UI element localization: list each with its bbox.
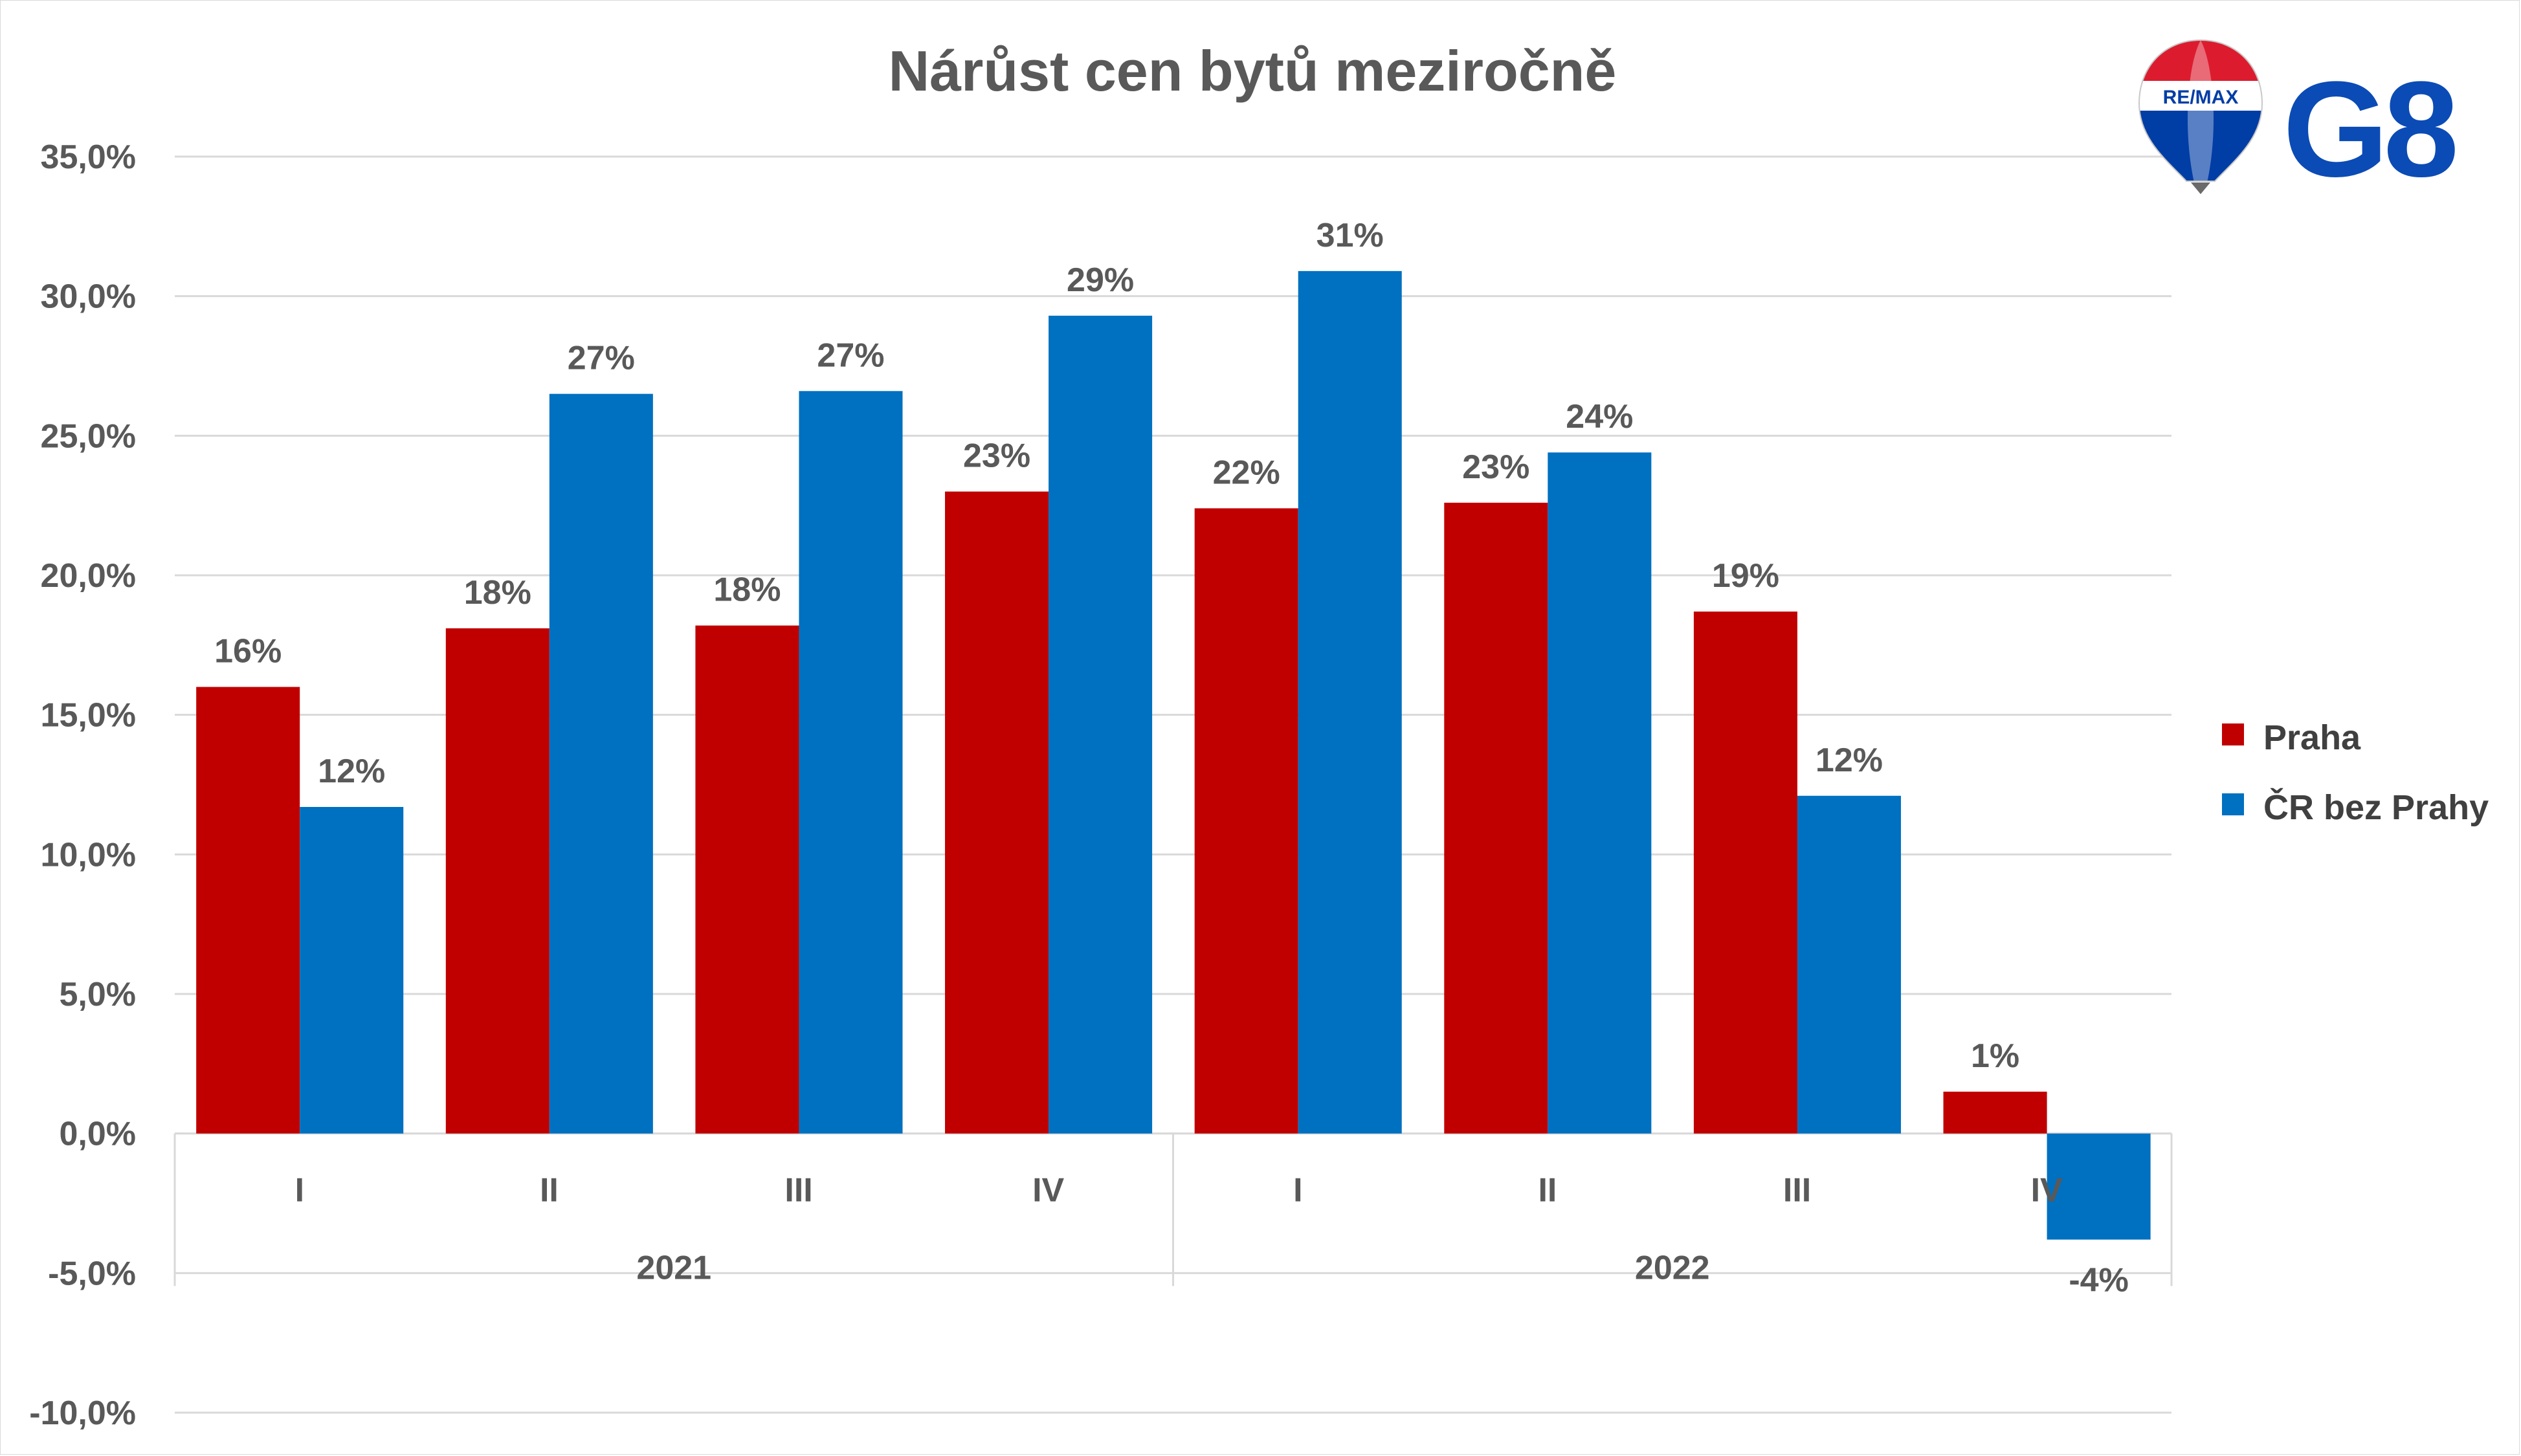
x-category-label: IV (1032, 1172, 1064, 1209)
remax-balloon-logo: RE/MAX (2138, 39, 2263, 194)
bar-cr-bez-prahy (2047, 1133, 2151, 1240)
data-label-praha: 18% (464, 574, 531, 612)
bar-praha (1444, 502, 1548, 1134)
legend-label-praha: Praha (2263, 718, 2361, 757)
data-label-cr-bez-prahy: -4% (2069, 1262, 2128, 1299)
bar-cr-bez-prahy (300, 807, 404, 1134)
data-label-cr-bez-prahy: 12% (1816, 742, 1883, 779)
y-tick-label: 20,0% (41, 557, 136, 595)
y-tick-label: 35,0% (41, 138, 136, 176)
x-category-label: I (295, 1172, 304, 1209)
data-label-praha: 22% (1213, 454, 1280, 491)
legend: Praha ČR bez Prahy (2222, 718, 2489, 827)
data-label-praha: 23% (963, 437, 1030, 475)
y-tick-label: 30,0% (41, 278, 136, 316)
y-tick-label: 10,0% (41, 836, 136, 874)
x-category-label: II (1538, 1172, 1557, 1209)
bar-praha (1693, 612, 1797, 1134)
axis-lines (173, 1132, 2173, 1286)
legend-label-cr-bez-prahy: ČR bez Prahy (2263, 788, 2489, 827)
bar-cr-bez-prahy (799, 391, 903, 1134)
data-label-praha: 23% (1462, 448, 1529, 486)
y-tick-label: -10,0% (29, 1395, 136, 1432)
x-category-label: II (540, 1172, 559, 1209)
bar-cr-bez-prahy (1548, 452, 1652, 1134)
x-category-label: III (1783, 1172, 1811, 1209)
data-labels: 16% 18% 18% 23% 22% 23% 19% 1% 12% 27% 27% 29% 31% 24… (214, 217, 2129, 1299)
bar-cr-bez-prahy (1797, 795, 1901, 1134)
data-label-praha: 1% (1971, 1037, 2019, 1075)
bar-cr-bez-prahy (549, 393, 653, 1134)
data-label-praha: 19% (1712, 557, 1779, 595)
data-label-praha: 16% (214, 633, 282, 670)
bar-praha (445, 628, 550, 1134)
bars (196, 270, 2151, 1240)
data-label-cr-bez-prahy: 12% (318, 753, 385, 790)
bar-cr-bez-prahy (1049, 315, 1153, 1134)
balloon-text: RE/MAX (2163, 87, 2239, 108)
legend-swatch-praha (2222, 723, 2244, 745)
data-label-cr-bez-prahy: 24% (1566, 398, 1633, 436)
bar-cr-bez-prahy (1298, 270, 1402, 1134)
y-tick-label: 15,0% (41, 697, 136, 734)
legend-swatch-cr-bez-prahy (2222, 793, 2244, 815)
data-label-cr-bez-prahy: 27% (568, 340, 635, 377)
data-label-cr-bez-prahy: 31% (1316, 217, 1384, 254)
x-group-label: 2022 (1635, 1250, 1710, 1287)
g8-brand-logo: G8 (2283, 53, 2455, 205)
bar-praha (196, 687, 300, 1134)
y-tick-label: 5,0% (59, 976, 136, 1013)
data-label-cr-bez-prahy: 29% (1067, 261, 1134, 299)
chart-title: Nárůst cen bytů meziročně (889, 39, 1617, 103)
bar-praha (695, 625, 799, 1134)
bar-praha (1194, 508, 1298, 1134)
bar-praha (945, 491, 1049, 1134)
data-label-cr-bez-prahy: 27% (817, 336, 884, 374)
x-group-label: 2021 (636, 1250, 711, 1287)
y-tick-labels: -10,0% -5,0% 0,0% 5,0% 10,0% 15,0% 20,0% 25,0% 3… (29, 138, 136, 1432)
x-category-label: I (1293, 1172, 1302, 1209)
bar-praha (1943, 1091, 2047, 1134)
y-tick-label: 25,0% (41, 417, 136, 455)
data-label-praha: 18% (713, 571, 781, 609)
x-category-label: III (784, 1172, 812, 1209)
x-category-label: IV (2031, 1172, 2063, 1209)
y-tick-label: 0,0% (59, 1116, 136, 1153)
y-tick-label: -5,0% (48, 1255, 136, 1292)
